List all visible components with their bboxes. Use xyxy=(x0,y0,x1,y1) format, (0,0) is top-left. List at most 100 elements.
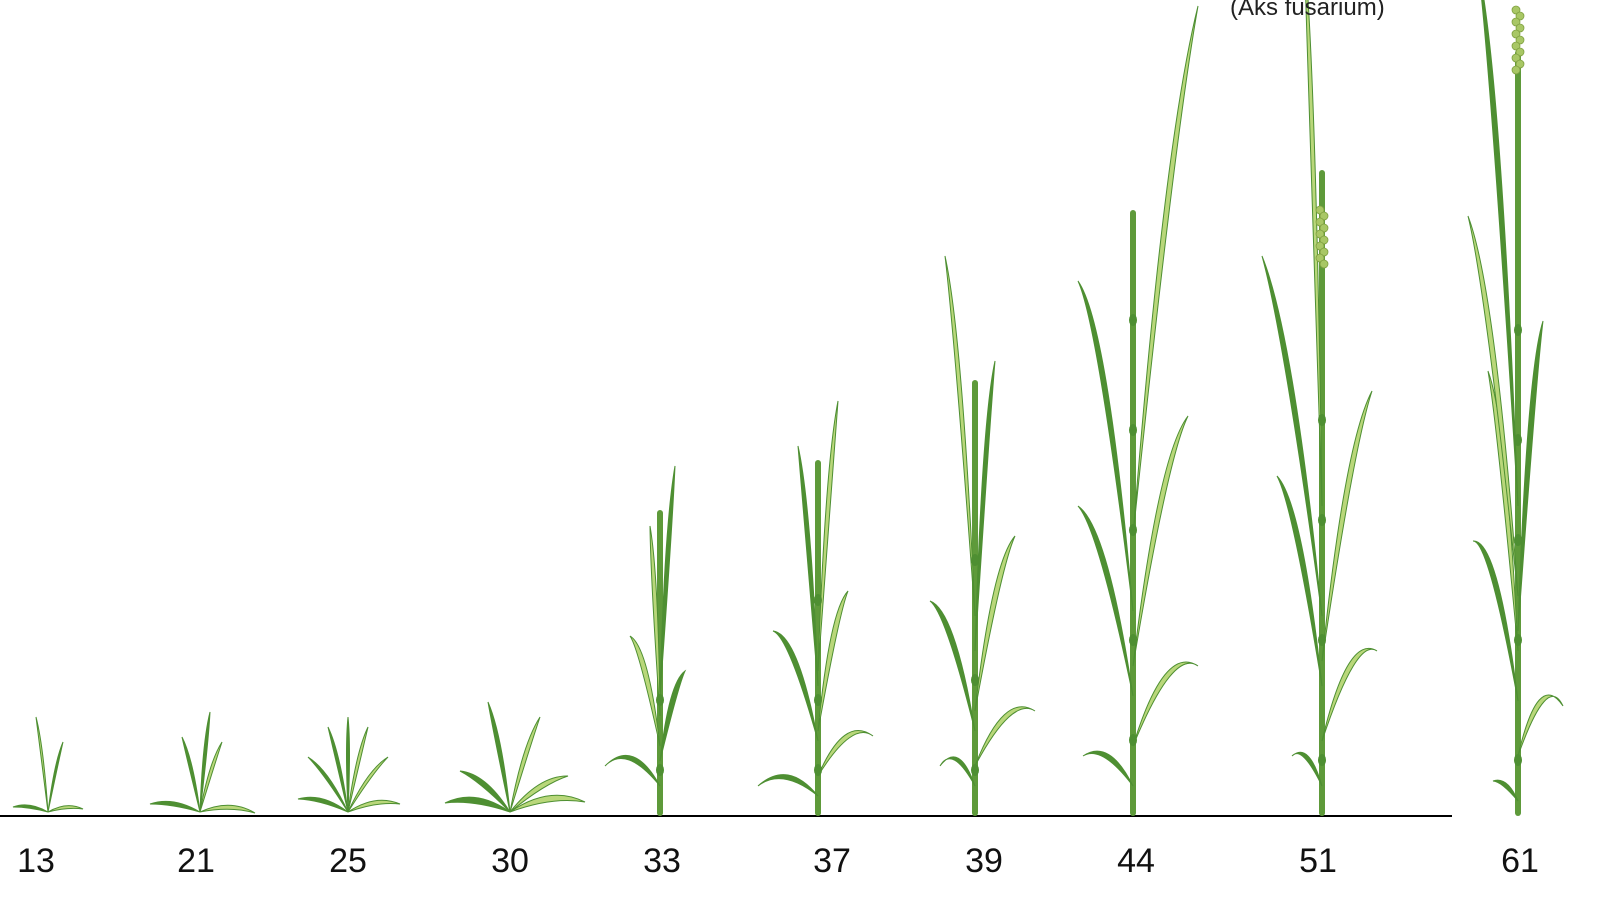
node-39-1 xyxy=(971,764,979,776)
leaf-44-1 xyxy=(1082,750,1134,787)
leaf-51-2 xyxy=(1321,647,1378,742)
leaf-30-3 xyxy=(459,770,511,813)
node-44-5 xyxy=(1129,314,1137,326)
ear-61 xyxy=(1511,5,1525,75)
leaf-61-5 xyxy=(1517,320,1544,632)
leaf-39-5 xyxy=(974,360,996,652)
diagram-caption: (Aks fusarium) xyxy=(1230,0,1385,21)
stem-44 xyxy=(1130,210,1136,816)
leaf-61-1 xyxy=(1492,779,1519,802)
stage-label-39: 39 xyxy=(965,842,1003,880)
node-61-4 xyxy=(1514,434,1522,446)
node-51-2 xyxy=(1318,634,1326,646)
leaf-51-4 xyxy=(1321,390,1373,662)
leaf-61-3 xyxy=(1472,540,1519,702)
leaf-25-3 xyxy=(307,756,349,813)
leaf-44-6 xyxy=(1132,5,1199,537)
stage-label-13: 13 xyxy=(17,842,55,880)
leaf-44-4 xyxy=(1132,415,1189,667)
node-37-3 xyxy=(814,594,822,606)
leaf-61-6 xyxy=(1467,215,1519,597)
leaf-51-1 xyxy=(1291,751,1323,787)
plant-33 xyxy=(604,465,687,816)
leaf-37-3 xyxy=(772,630,819,742)
node-61-3 xyxy=(1514,534,1522,546)
leaf-44-5 xyxy=(1077,280,1134,612)
leaf-25-2 xyxy=(347,799,401,813)
ear-51 xyxy=(1315,205,1329,269)
leaf-21-5 xyxy=(199,711,211,813)
leaf-13-1 xyxy=(12,804,49,813)
node-39-2 xyxy=(971,674,979,686)
stem-39 xyxy=(972,380,978,816)
plant-61 xyxy=(1467,0,1564,816)
leaf-51-5 xyxy=(1261,255,1323,617)
leaf-30-4 xyxy=(509,775,569,813)
node-37-1 xyxy=(814,764,822,776)
plant-51 xyxy=(1261,0,1378,816)
leaf-44-2 xyxy=(1132,661,1199,747)
stage-label-51: 51 xyxy=(1299,842,1337,880)
plant-21 xyxy=(149,711,256,814)
node-61-2 xyxy=(1514,634,1522,646)
leaf-21-2 xyxy=(199,804,256,814)
leaf-30-6 xyxy=(509,716,541,813)
leaf-33-3 xyxy=(659,669,687,762)
leaf-21-3 xyxy=(181,736,201,813)
stage-label-37: 37 xyxy=(813,842,851,880)
leaf-25-4 xyxy=(347,756,389,813)
leaf-25-1 xyxy=(297,796,349,813)
leaf-21-4 xyxy=(199,741,223,813)
stage-label-61: 61 xyxy=(1501,842,1539,880)
plant-39 xyxy=(929,255,1036,816)
leaf-39-6 xyxy=(944,255,976,617)
node-61-1 xyxy=(1514,754,1522,766)
plant-44 xyxy=(1077,5,1199,816)
leaf-25-7 xyxy=(346,716,350,813)
node-44-3 xyxy=(1129,524,1137,536)
leaf-25-6 xyxy=(347,726,369,813)
leaf-44-3 xyxy=(1077,505,1134,697)
leaf-39-3 xyxy=(929,600,976,732)
leaf-30-2 xyxy=(509,794,586,813)
stage-label-30: 30 xyxy=(491,842,529,880)
node-51-4 xyxy=(1318,414,1326,426)
leaf-30-5 xyxy=(487,701,511,813)
leaf-37-1 xyxy=(757,774,819,797)
leaf-13-2 xyxy=(47,805,84,813)
leaf-13-3 xyxy=(47,741,64,813)
node-51-1 xyxy=(1318,754,1326,766)
leaf-30-1 xyxy=(444,796,511,813)
leaf-33-5 xyxy=(659,465,676,697)
node-33-2 xyxy=(656,694,664,706)
leaf-61-7 xyxy=(1481,0,1519,507)
plant-37 xyxy=(757,400,874,816)
leaf-13-4 xyxy=(35,716,49,813)
leaf-37-6 xyxy=(817,400,839,672)
stem-37 xyxy=(815,460,821,816)
leaf-37-5 xyxy=(797,445,819,687)
node-44-1 xyxy=(1129,734,1137,746)
leaf-25-5 xyxy=(327,726,349,813)
leaf-33-4 xyxy=(649,525,661,717)
leaf-33-2 xyxy=(629,635,661,747)
stem-61 xyxy=(1515,50,1521,816)
leaf-61-2 xyxy=(1517,694,1564,757)
leaf-37-2 xyxy=(817,730,874,777)
leaf-21-1 xyxy=(149,800,201,813)
node-61-5 xyxy=(1514,324,1522,336)
node-44-4 xyxy=(1129,424,1137,436)
node-37-2 xyxy=(814,694,822,706)
stage-label-44: 44 xyxy=(1117,842,1155,880)
leaf-39-1 xyxy=(939,756,976,787)
stage-label-25: 25 xyxy=(329,842,367,880)
plant-13 xyxy=(12,716,84,813)
leaf-51-3 xyxy=(1276,475,1323,687)
leaf-37-4 xyxy=(817,590,849,732)
node-39-3 xyxy=(971,554,979,566)
leaf-39-4 xyxy=(974,535,1016,712)
node-51-3 xyxy=(1318,514,1326,526)
plant-30 xyxy=(444,701,586,813)
plant-25 xyxy=(297,716,401,813)
